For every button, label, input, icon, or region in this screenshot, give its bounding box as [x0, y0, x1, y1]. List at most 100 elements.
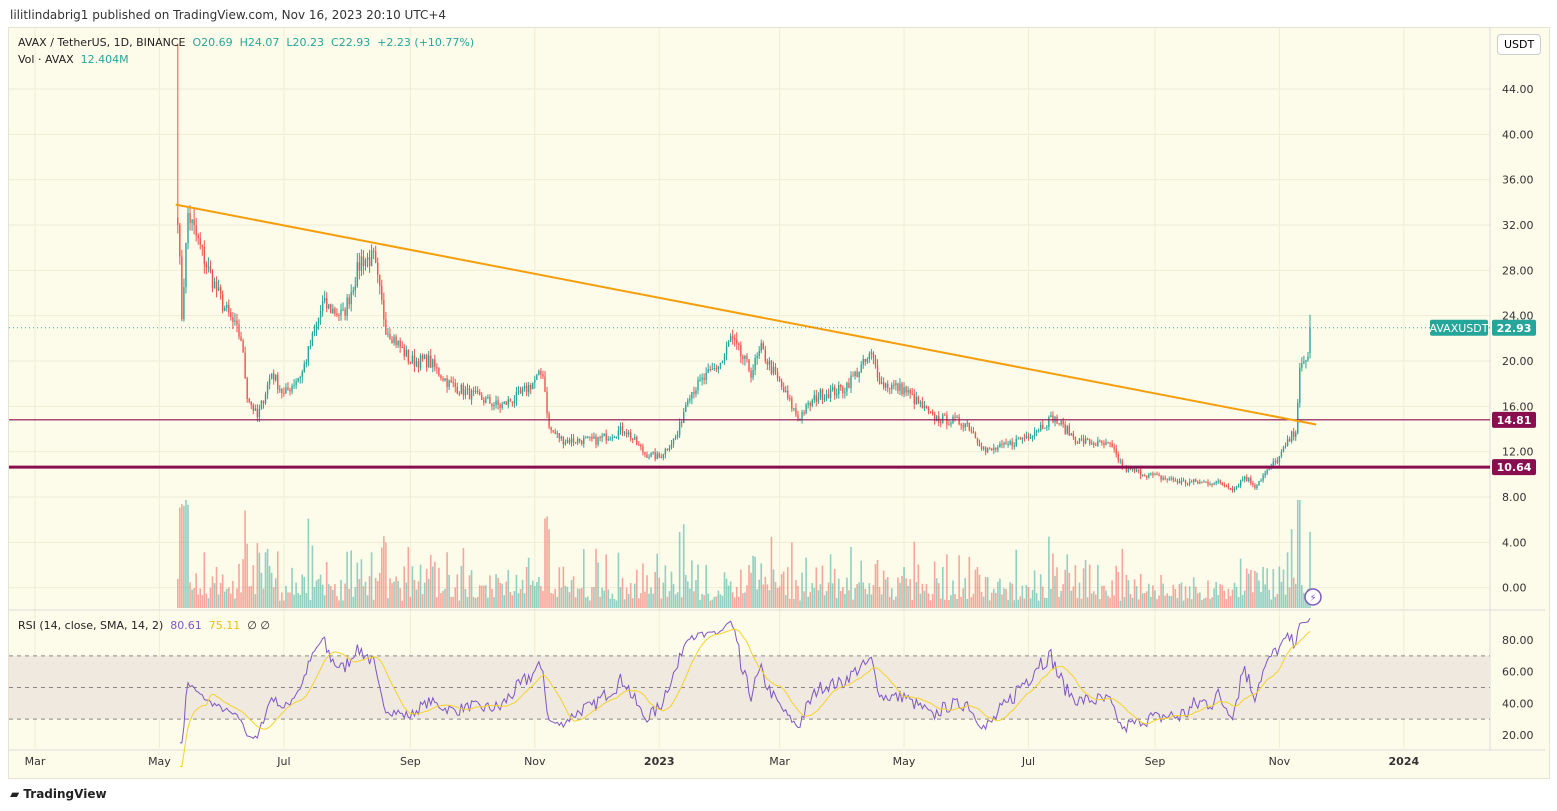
- volume-bar: [1007, 599, 1009, 608]
- volume-bar: [858, 582, 860, 608]
- volume-bar: [346, 551, 348, 608]
- volume-bar: [1135, 586, 1138, 608]
- rsi-extra: ∅ ∅: [247, 619, 270, 632]
- volume-bar: [958, 555, 960, 608]
- candle-body: [1003, 442, 1005, 445]
- volume-bar: [519, 588, 522, 608]
- candle-body: [611, 437, 614, 439]
- candle-body: [1105, 442, 1107, 445]
- candle-body: [1174, 480, 1177, 482]
- volume-bar: [1292, 577, 1295, 608]
- rsi-tick: 60.00: [1502, 666, 1534, 679]
- volume-bar: [1021, 585, 1024, 608]
- volume-bar: [713, 596, 716, 608]
- candle-body: [538, 370, 540, 376]
- symbol-label[interactable]: AVAX / TetherUS, 1D, BINANCE: [18, 36, 186, 49]
- volume-bar: [1186, 598, 1189, 608]
- tradingview-logo[interactable]: ▰ TradingView: [10, 787, 107, 801]
- volume-bar: [986, 577, 989, 608]
- volume-bar: [254, 594, 257, 608]
- volume-bar: [297, 592, 299, 608]
- volume-bar: [362, 586, 365, 608]
- volume-bar: [1082, 568, 1085, 608]
- candle-body: [1101, 441, 1103, 444]
- volume-bar: [470, 570, 473, 608]
- volume-bar: [944, 599, 946, 608]
- volume-bar: [770, 536, 773, 608]
- volume-bar: [1058, 596, 1060, 608]
- candle-body: [1219, 480, 1221, 483]
- volume-bar: [1254, 570, 1256, 608]
- candle-body: [697, 379, 699, 391]
- volume-bar: [534, 585, 536, 608]
- price-tick: 44.00: [1502, 83, 1534, 96]
- candle-body: [595, 436, 597, 445]
- volume-bar: [427, 578, 430, 608]
- candle-body: [578, 438, 581, 441]
- volume-bar: [1182, 600, 1185, 608]
- volume-bar: [1080, 598, 1083, 608]
- candle-body: [717, 366, 720, 370]
- volume-bar: [966, 598, 969, 608]
- candle-body: [450, 380, 452, 383]
- volume-bar: [684, 574, 687, 608]
- volume-bar: [456, 574, 459, 608]
- volume-bar: [605, 554, 607, 608]
- volume-bar: [580, 587, 583, 608]
- candle-body: [489, 397, 491, 404]
- volume-bar: [313, 586, 316, 608]
- currency-button[interactable]: USDT: [1497, 34, 1542, 55]
- candle-body: [258, 408, 261, 418]
- volume-bar: [970, 597, 973, 608]
- candle-body: [1184, 480, 1187, 484]
- candle-body: [430, 355, 432, 368]
- volume-bar: [295, 582, 297, 608]
- candle-body: [721, 361, 724, 364]
- volume-bar: [835, 598, 838, 608]
- candle-body: [736, 339, 738, 344]
- candle-body: [434, 359, 436, 367]
- volume-bar: [711, 599, 714, 608]
- candle-body: [254, 408, 257, 411]
- candle-body: [1127, 467, 1130, 472]
- candle-body: [364, 259, 367, 267]
- candle-body: [311, 332, 314, 346]
- level-label-box: [1492, 459, 1536, 476]
- volume-bar: [287, 592, 289, 608]
- volume-bar: [891, 588, 893, 608]
- candle-body: [1046, 426, 1048, 428]
- candle-body: [1027, 435, 1030, 439]
- volume-bar: [1294, 583, 1297, 608]
- candle-body: [1048, 417, 1050, 427]
- candle-body: [821, 389, 824, 400]
- candle-body: [956, 417, 958, 419]
- candle-body: [468, 388, 471, 400]
- volume-bar: [619, 587, 622, 608]
- volume-bar: [542, 590, 544, 608]
- volume-bar: [1086, 597, 1089, 608]
- candle-body: [207, 266, 210, 268]
- volume-bar: [917, 564, 920, 608]
- volume-bar: [813, 587, 816, 608]
- volume-bar: [1303, 592, 1305, 608]
- candle-body: [438, 367, 440, 376]
- volume-bar: [999, 578, 1001, 608]
- candle-body: [1033, 431, 1036, 436]
- volume-bar: [666, 596, 669, 608]
- volume-bar: [1033, 570, 1036, 608]
- volume-bar: [654, 571, 656, 608]
- candle-body: [995, 447, 997, 450]
- volume-bar: [791, 542, 793, 608]
- volume-bar: [1088, 564, 1091, 608]
- candle-body: [572, 438, 575, 443]
- volume-bar: [258, 552, 261, 608]
- candle-body: [587, 436, 589, 438]
- candle-body: [1037, 430, 1040, 432]
- volume-bar: [1276, 594, 1279, 608]
- candle-body: [636, 437, 638, 445]
- volume-bar: [1250, 569, 1252, 608]
- candle-body: [381, 285, 383, 300]
- candle-body: [425, 355, 428, 368]
- volume-bar: [799, 600, 801, 608]
